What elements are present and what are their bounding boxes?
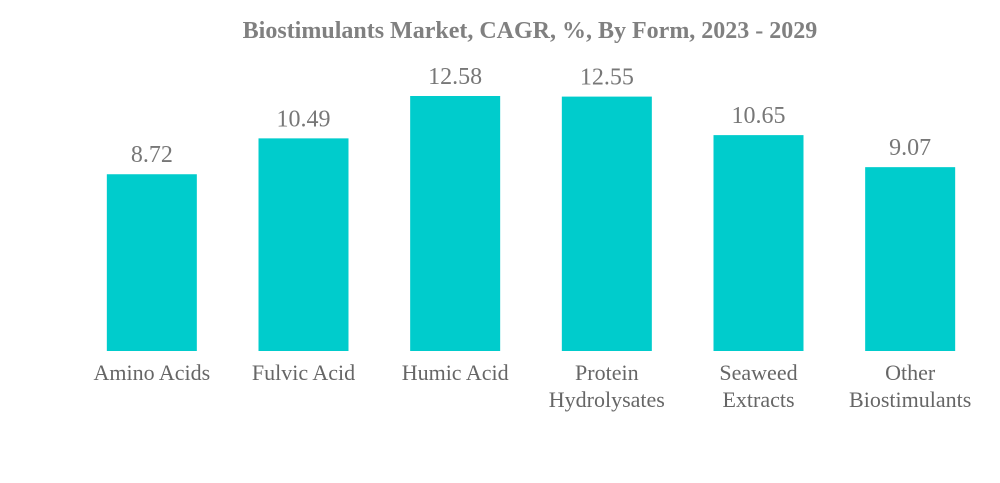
value-label: 12.55 [580,65,634,91]
x-tick-label: Humic Acid [401,360,509,385]
value-label: 9.07 [889,135,931,161]
value-label: 10.49 [277,106,331,132]
bar [713,135,804,351]
value-label: 8.72 [131,142,173,168]
bar [410,96,501,351]
bar [865,167,956,351]
value-label: 10.65 [732,103,786,129]
x-tick-label: Amino Acids [93,360,211,385]
chart-title: Biostimulants Market, CAGR, %, By Form, … [243,18,818,44]
bar [561,96,652,351]
value-label: 12.58 [428,64,482,90]
x-tick-label: Seaweed Extracts [719,360,798,412]
x-tick-label: Protein Hydrolysates [548,360,665,412]
x-tick-label: Other Biostimulants [849,360,972,412]
bar [258,138,349,351]
x-tick-label: Fulvic Acid [251,360,356,385]
bar [106,174,197,351]
